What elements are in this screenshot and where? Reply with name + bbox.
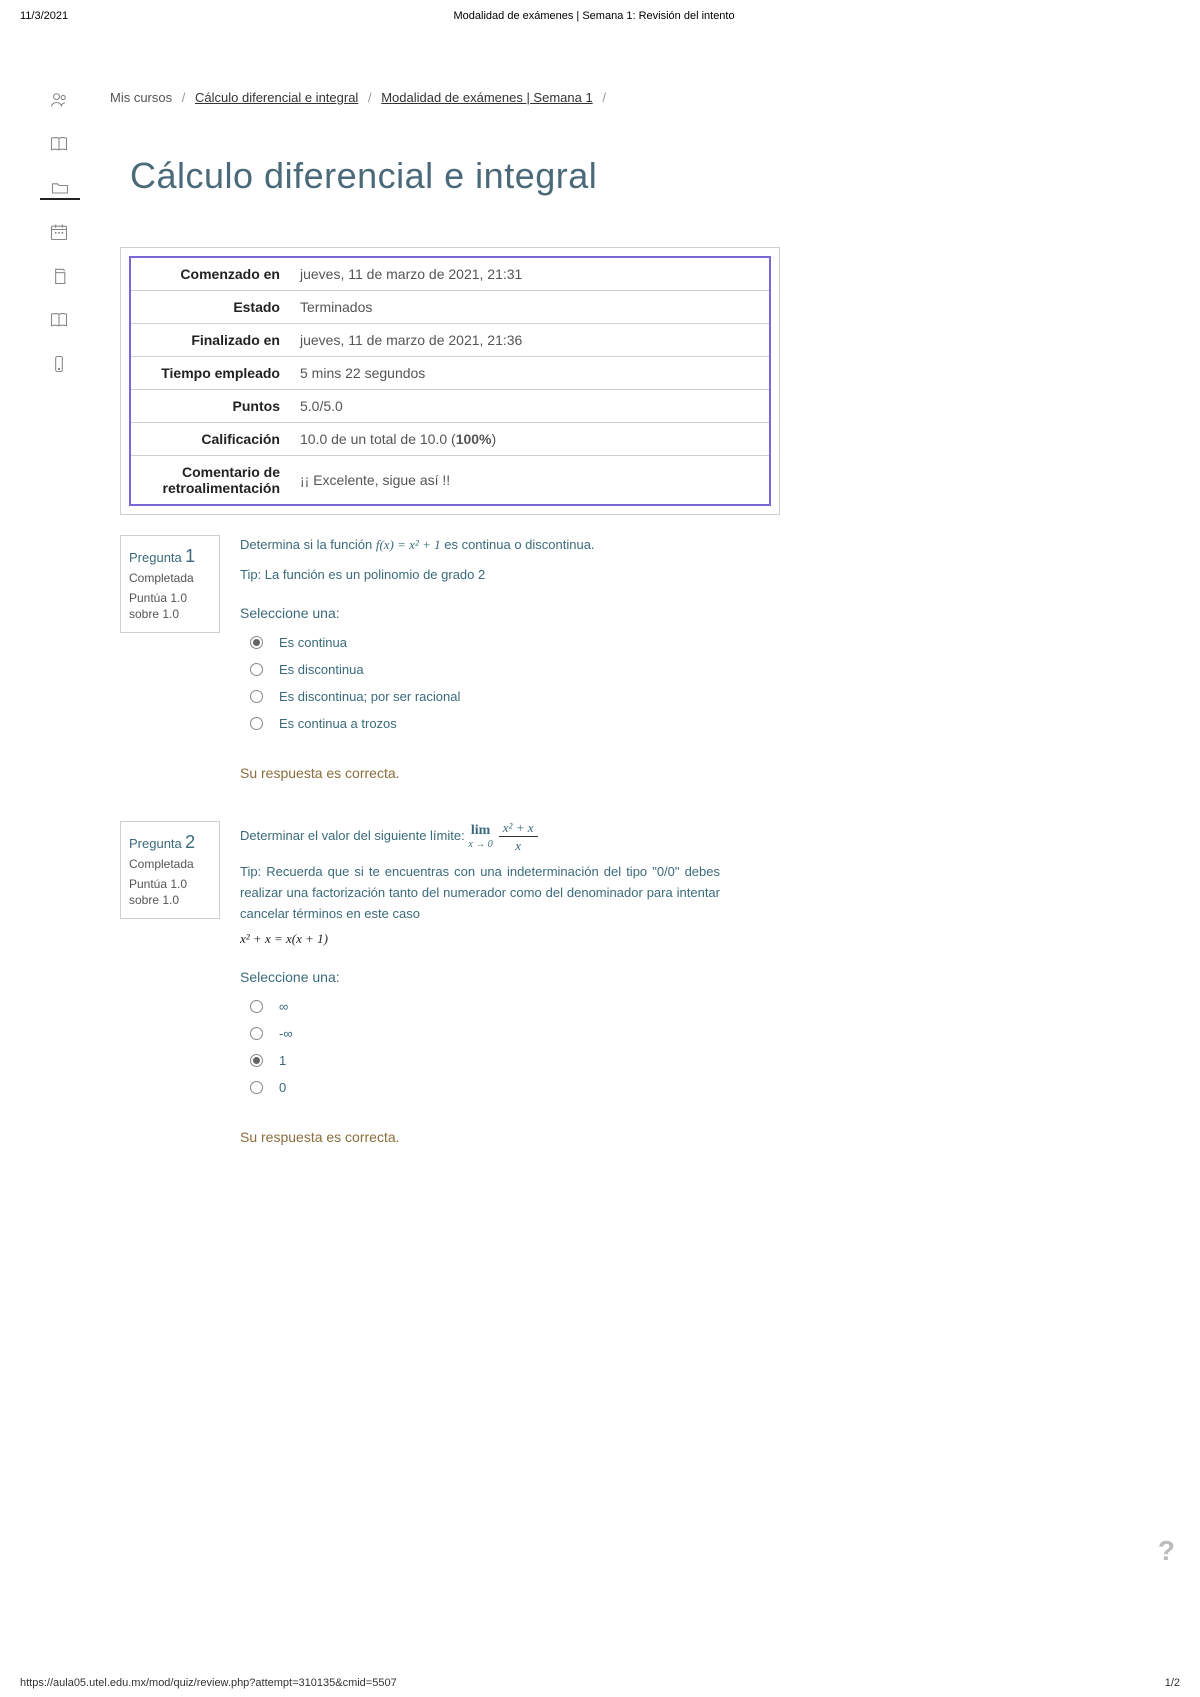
page-title: Cálculo diferencial e integral (130, 155, 1020, 197)
help-icon[interactable]: ? (1158, 1535, 1175, 1567)
summary-row: Finalizado enjueves, 11 de marzo de 2021… (130, 324, 770, 357)
question-info: Pregunta 1 Completada Puntúa 1.0 sobre 1… (120, 535, 220, 633)
sidebar (40, 90, 80, 376)
option[interactable]: Es discontinua; por ser racional (250, 683, 720, 710)
question-tip: Tip: Recuerda que si te encuentras con u… (240, 862, 720, 949)
print-header: 11/3/2021 Modalidad de exámenes | Semana… (0, 0, 1200, 22)
breadcrumb-root: Mis cursos (110, 90, 172, 105)
print-url: https://aula05.utel.edu.mx/mod/quiz/revi… (20, 1677, 397, 1689)
radio-icon (250, 1054, 263, 1067)
book-icon[interactable] (49, 134, 71, 156)
feedback: Su respuesta es correcta. (240, 765, 720, 781)
mobile-icon[interactable] (49, 354, 71, 376)
breadcrumb-course[interactable]: Cálculo diferencial e integral (195, 90, 358, 105)
radio-icon (250, 690, 263, 703)
folder-icon[interactable] (40, 178, 80, 200)
summary-row: Calificación 10.0 de un total de 10.0 (1… (130, 423, 770, 456)
question-prompt: Determina si la función f(x) = x² + 1 es… (240, 535, 720, 555)
summary-row: Tiempo empleado5 mins 22 segundos (130, 357, 770, 390)
print-footer: https://aula05.utel.edu.mx/mod/quiz/revi… (20, 1677, 1180, 1689)
summary-block: Comenzado enjueves, 11 de marzo de 2021,… (120, 247, 780, 515)
summary-row: EstadoTerminados (130, 291, 770, 324)
option[interactable]: ∞ (250, 993, 720, 1020)
radio-icon (250, 663, 263, 676)
users-icon[interactable] (49, 90, 71, 112)
select-label: Seleccione una: (240, 969, 720, 985)
print-date: 11/3/2021 (20, 10, 68, 22)
question-prompt: Determinar el valor del siguiente límite… (240, 821, 720, 852)
book2-icon[interactable] (49, 310, 71, 332)
option[interactable]: 0 (250, 1074, 720, 1101)
breadcrumb: Mis cursos / Cálculo diferencial e integ… (110, 90, 1020, 105)
summary-table: Comenzado enjueves, 11 de marzo de 2021,… (129, 256, 771, 506)
option[interactable]: -∞ (250, 1020, 720, 1047)
select-label: Seleccione una: (240, 605, 720, 621)
questions: Pregunta 1 Completada Puntúa 1.0 sobre 1… (120, 535, 1020, 1145)
option[interactable]: Es discontinua (250, 656, 720, 683)
radio-icon (250, 1027, 263, 1040)
feedback: Su respuesta es correcta. (240, 1129, 720, 1145)
limit-expression: limx → 0 x² + xx (468, 821, 537, 852)
summary-row: Comentario de retroalimentación¡¡ Excele… (130, 456, 770, 506)
question-2: Pregunta 2 Completada Puntúa 1.0 sobre 1… (120, 821, 1020, 1145)
question-body: Determina si la función f(x) = x² + 1 es… (240, 535, 720, 781)
question-body: Determinar el valor del siguiente límite… (240, 821, 720, 1145)
radio-icon (250, 717, 263, 730)
question-tip: Tip: La función es un polinomio de grado… (240, 565, 720, 586)
question-info: Pregunta 2 Completada Puntúa 1.0 sobre 1… (120, 821, 220, 919)
copy-icon[interactable] (49, 266, 71, 288)
print-page: 1/2 (1165, 1677, 1180, 1689)
radio-icon (250, 1000, 263, 1013)
option[interactable]: Es continua (250, 629, 720, 656)
radio-icon (250, 636, 263, 649)
breadcrumb-activity[interactable]: Modalidad de exámenes | Semana 1 (381, 90, 593, 105)
content: Mis cursos / Cálculo diferencial e integ… (100, 90, 1020, 1185)
calendar-icon[interactable] (49, 222, 71, 244)
print-title: Modalidad de exámenes | Semana 1: Revisi… (454, 10, 735, 22)
question-1: Pregunta 1 Completada Puntúa 1.0 sobre 1… (120, 535, 1020, 781)
option[interactable]: Es continua a trozos (250, 710, 720, 737)
options-list: Es continua Es discontinua Es discontinu… (250, 629, 720, 737)
summary-row: Comenzado enjueves, 11 de marzo de 2021,… (130, 257, 770, 291)
radio-icon (250, 1081, 263, 1094)
options-list: ∞ -∞ 1 0 (250, 993, 720, 1101)
option[interactable]: 1 (250, 1047, 720, 1074)
summary-row: Puntos5.0/5.0 (130, 390, 770, 423)
